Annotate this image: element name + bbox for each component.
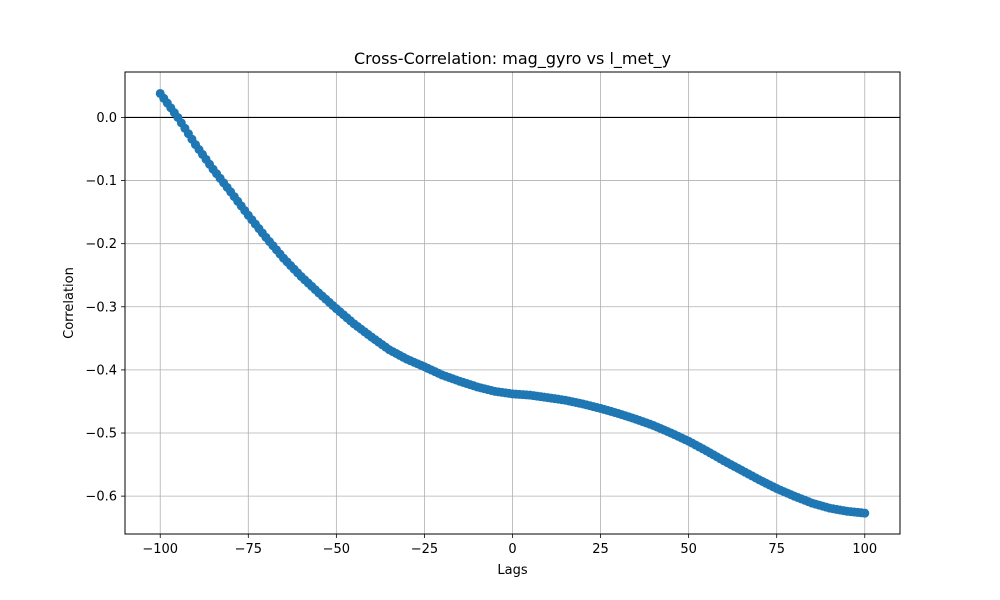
chart-title: Cross-Correlation: mag_gyro vs l_met_y (354, 49, 671, 69)
y-axis-label: Correlation (62, 267, 77, 339)
y-tick-label: −0.6 (85, 490, 117, 505)
y-tick-label: −0.2 (85, 237, 117, 252)
x-tick-label: 75 (768, 542, 785, 557)
y-tick-label: 0.0 (96, 111, 117, 126)
x-tick-label: 0 (508, 542, 516, 557)
x-tick-label: 25 (592, 542, 609, 557)
y-tick-label: −0.5 (85, 427, 117, 442)
x-tick-label: −100 (142, 542, 178, 557)
y-tick-label: −0.4 (85, 363, 117, 378)
x-axis-label: Lags (497, 563, 527, 578)
x-tick-label: 100 (852, 542, 877, 557)
y-tick-label: −0.3 (85, 300, 117, 315)
data-points (155, 88, 870, 518)
x-tick-label: −25 (411, 542, 438, 557)
y-axis-ticks: 0.0 −0.1 −0.2 −0.3 −0.4 −0.5 −0.6 (85, 111, 125, 505)
x-tick-label: −50 (323, 542, 350, 557)
x-axis-ticks: −100 −75 −50 −25 0 25 50 75 100 (142, 534, 877, 557)
y-tick-label: −0.1 (85, 174, 117, 189)
x-tick-label: −75 (235, 542, 262, 557)
data-point (860, 508, 870, 518)
x-tick-label: 50 (680, 542, 697, 557)
